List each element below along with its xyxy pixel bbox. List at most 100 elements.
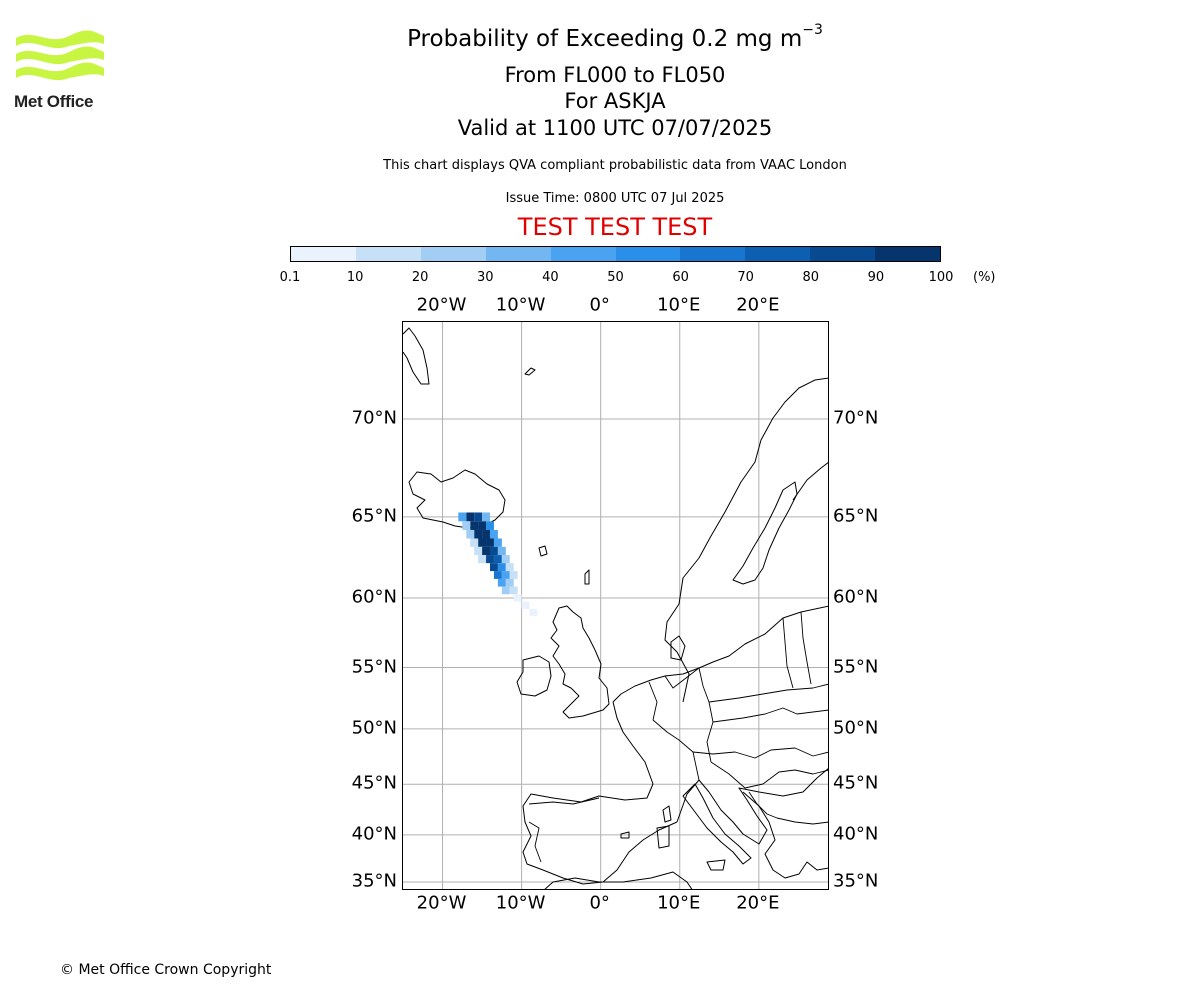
copyright: © Met Office Crown Copyright xyxy=(60,962,272,978)
axis-tick-label: 35°N xyxy=(833,870,879,892)
colorbar-segment xyxy=(550,247,616,261)
colorbar-segment xyxy=(875,247,941,261)
flight-level-range: From FL000 to FL050 xyxy=(504,63,726,87)
colorbar xyxy=(290,246,941,262)
colorbar-segment xyxy=(745,247,811,261)
valid-time: Valid at 1100 UTC 07/07/2025 xyxy=(457,116,773,140)
axis-tick-label: 70°N xyxy=(351,407,397,429)
axis-tick-label: 10°E xyxy=(657,294,701,316)
axis-tick-label: 20°E xyxy=(736,294,780,316)
test-banner: TEST TEST TEST xyxy=(517,213,713,241)
axis-tick-label: 20°W xyxy=(416,892,467,914)
axis-tick-label: 40°N xyxy=(351,823,397,845)
coastlines xyxy=(403,327,828,889)
axis-tick-label: 45°N xyxy=(351,772,397,794)
plume-cell xyxy=(509,586,518,595)
graticule xyxy=(403,322,828,889)
colorbar-unit: (%) xyxy=(973,270,996,285)
colorbar-tick-label: 90 xyxy=(867,270,885,285)
axis-tick-label: 40°N xyxy=(833,823,879,845)
plume-cell xyxy=(493,571,502,579)
plume-cell xyxy=(486,555,494,564)
plume-cell xyxy=(497,563,506,572)
map-panel xyxy=(402,321,829,890)
plume-cell xyxy=(474,546,483,556)
plume-cell xyxy=(470,538,479,547)
plume-cell xyxy=(489,563,498,572)
axis-tick-label: 20°E xyxy=(736,892,780,914)
plume-cell xyxy=(489,546,498,556)
plume-cell xyxy=(489,529,498,539)
colorbar-tick-label: 80 xyxy=(802,270,820,285)
plume-cell xyxy=(513,594,522,602)
axis-tick-label: 10°W xyxy=(495,892,546,914)
plume-cell xyxy=(474,512,483,522)
axis-tick-label: 55°N xyxy=(351,656,397,678)
colorbar-segment xyxy=(485,247,551,261)
axis-tick-label: 10°E xyxy=(657,892,701,914)
met-office-logo: Met Office xyxy=(14,30,106,112)
axis-tick-label: 10°W xyxy=(495,294,546,316)
axis-tick-label: 60°N xyxy=(833,586,879,608)
axis-tick-label: 70°N xyxy=(833,407,879,429)
plume-cell xyxy=(474,529,483,539)
plume-cell xyxy=(529,609,538,617)
unit-exponent: −3 xyxy=(802,22,823,38)
colorbar-segment xyxy=(420,247,486,261)
plume-cell xyxy=(493,555,502,564)
plume-cell xyxy=(509,571,518,579)
plume-cell xyxy=(486,538,494,547)
chart-description: This chart displays QVA compliant probab… xyxy=(383,158,847,173)
axis-tick-label: 65°N xyxy=(833,505,879,527)
axis-tick-label: 60°N xyxy=(351,586,397,608)
plume-cell xyxy=(501,571,510,579)
plume-cell xyxy=(521,601,530,610)
colorbar-tick-label: 20 xyxy=(411,270,429,285)
colorbar-tick-label: 100 xyxy=(928,270,954,285)
colorbar-segment xyxy=(291,247,356,261)
colorbar-tick-label: 0.1 xyxy=(279,270,301,285)
volcano-name: For ASKJA xyxy=(564,89,666,113)
issue-time: Issue Time: 0800 UTC 07 Jul 2025 xyxy=(505,191,725,206)
colorbar-segment xyxy=(615,247,681,261)
plume-cell xyxy=(497,578,506,587)
plume-cell xyxy=(493,538,502,547)
axis-tick-label: 65°N xyxy=(351,505,397,527)
met-office-wave-icon xyxy=(16,30,104,81)
axis-tick-label: 55°N xyxy=(833,656,879,678)
plume-cell xyxy=(458,512,467,522)
colorbar-segment xyxy=(680,247,746,261)
plume-cell xyxy=(505,578,514,587)
axis-tick-label: 0° xyxy=(589,294,610,316)
probability-plume xyxy=(458,512,538,617)
plume-cell xyxy=(462,521,471,530)
plume-cell xyxy=(478,538,487,547)
axis-tick-label: 20°W xyxy=(416,294,467,316)
colorbar-tick-label: 10 xyxy=(346,270,364,285)
plume-cell xyxy=(505,563,514,572)
plume-cell xyxy=(482,512,490,522)
colorbar-tick-label: 60 xyxy=(672,270,689,285)
plume-cell xyxy=(482,529,490,539)
plume-cell xyxy=(478,555,487,564)
plume-cell xyxy=(501,555,510,564)
map-svg xyxy=(403,322,828,889)
plume-cell xyxy=(466,512,475,522)
plume-cell xyxy=(497,546,506,556)
chart-title: Probability of Exceeding 0.2 mg m−3 xyxy=(407,22,823,52)
plume-cell xyxy=(466,529,475,539)
plume-cell xyxy=(482,546,490,556)
plume-cell xyxy=(470,521,479,530)
axis-tick-label: 0° xyxy=(589,892,610,914)
axis-tick-label: 45°N xyxy=(833,772,879,794)
colorbar-segment xyxy=(355,247,421,261)
colorbar-tick-label: 70 xyxy=(737,270,754,285)
plume-cell xyxy=(501,586,510,595)
colorbar-tick-label: 30 xyxy=(477,270,494,285)
colorbar-segment xyxy=(810,247,876,261)
plume-cell xyxy=(486,521,494,530)
colorbar-tick-label: 40 xyxy=(542,270,559,285)
plume-cell xyxy=(478,521,487,530)
axis-tick-label: 50°N xyxy=(351,717,397,739)
axis-tick-label: 35°N xyxy=(351,870,397,892)
